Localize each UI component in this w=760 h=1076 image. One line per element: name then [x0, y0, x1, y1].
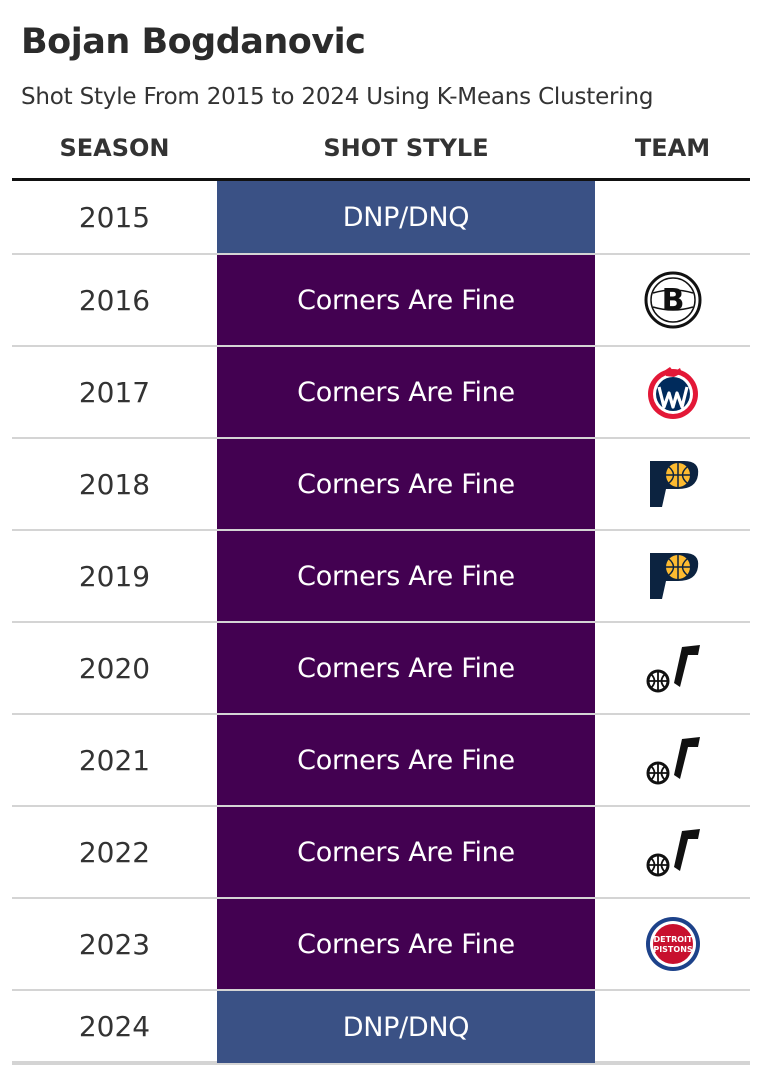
season-cell: 2016 [78, 283, 151, 317]
table-row: 2024 DNP/DNQ [12, 991, 750, 1065]
table-row: 2023 Corners Are Fine DETROIT PISTONS [12, 899, 750, 991]
jazz-logo-icon [644, 823, 702, 881]
season-cell: 2019 [78, 559, 151, 593]
table-row: 2015 DNP/DNQ [12, 181, 750, 255]
pacers-logo-icon [644, 547, 702, 605]
nets-logo-icon: B [644, 271, 702, 329]
shot-style-cell: DNP/DNQ [217, 181, 595, 253]
team-cell [595, 531, 750, 621]
team-cell [595, 181, 750, 253]
shot-style-cell: Corners Are Fine [217, 623, 595, 713]
table-header: SEASON SHOT STYLE TEAM [12, 130, 750, 166]
shot-style-cell: Corners Are Fine [217, 255, 595, 345]
team-cell [595, 347, 750, 437]
team-cell: B [595, 255, 750, 345]
svg-text:B: B [661, 283, 684, 318]
table-row: 2019 Corners Are Fine [12, 531, 750, 623]
column-header-season: SEASON [59, 134, 170, 162]
team-cell [595, 807, 750, 897]
season-cell: 2024 [78, 1009, 151, 1043]
table-row: 2022 Corners Are Fine [12, 807, 750, 899]
shot-style-cell: Corners Are Fine [217, 899, 595, 989]
table-row: 2016 Corners Are Fine B [12, 255, 750, 347]
jazz-logo-icon [644, 639, 702, 697]
shot-style-cell: Corners Are Fine [217, 715, 595, 805]
season-cell: 2023 [78, 927, 151, 961]
team-cell: DETROIT PISTONS [595, 899, 750, 989]
page-subtitle: Shot Style From 2015 to 2024 Using K-Mea… [21, 84, 654, 110]
team-cell [595, 991, 750, 1061]
team-cell [595, 623, 750, 713]
jazz-logo-icon [644, 731, 702, 789]
pacers-logo-icon [644, 455, 702, 513]
shot-style-cell: Corners Are Fine [217, 439, 595, 529]
table-row: 2020 Corners Are Fine [12, 623, 750, 715]
shot-style-cell: DNP/DNQ [217, 991, 595, 1063]
svg-text:DETROIT: DETROIT [653, 935, 693, 944]
svg-text:PISTONS: PISTONS [653, 945, 693, 954]
season-cell: 2021 [78, 743, 151, 777]
page-title: Bojan Bogdanovic [21, 22, 366, 62]
table-row: 2017 Corners Are Fine [12, 347, 750, 439]
wizards-logo-icon [644, 363, 702, 421]
column-header-shot-style: SHOT STYLE [323, 134, 489, 162]
shot-style-cell: Corners Are Fine [217, 347, 595, 437]
table-row: 2018 Corners Are Fine [12, 439, 750, 531]
team-cell [595, 715, 750, 805]
shot-style-cell: Corners Are Fine [217, 531, 595, 621]
season-cell: 2020 [78, 651, 151, 685]
season-cell: 2022 [78, 835, 151, 869]
pistons-logo-icon: DETROIT PISTONS [644, 915, 702, 973]
shot-style-cell: Corners Are Fine [217, 807, 595, 897]
team-cell [595, 439, 750, 529]
season-cell: 2017 [78, 375, 151, 409]
season-cell: 2018 [78, 467, 151, 501]
column-header-team: TEAM [634, 134, 711, 162]
season-cell: 2015 [78, 200, 151, 234]
header-divider [12, 178, 750, 181]
table-row: 2021 Corners Are Fine [12, 715, 750, 807]
